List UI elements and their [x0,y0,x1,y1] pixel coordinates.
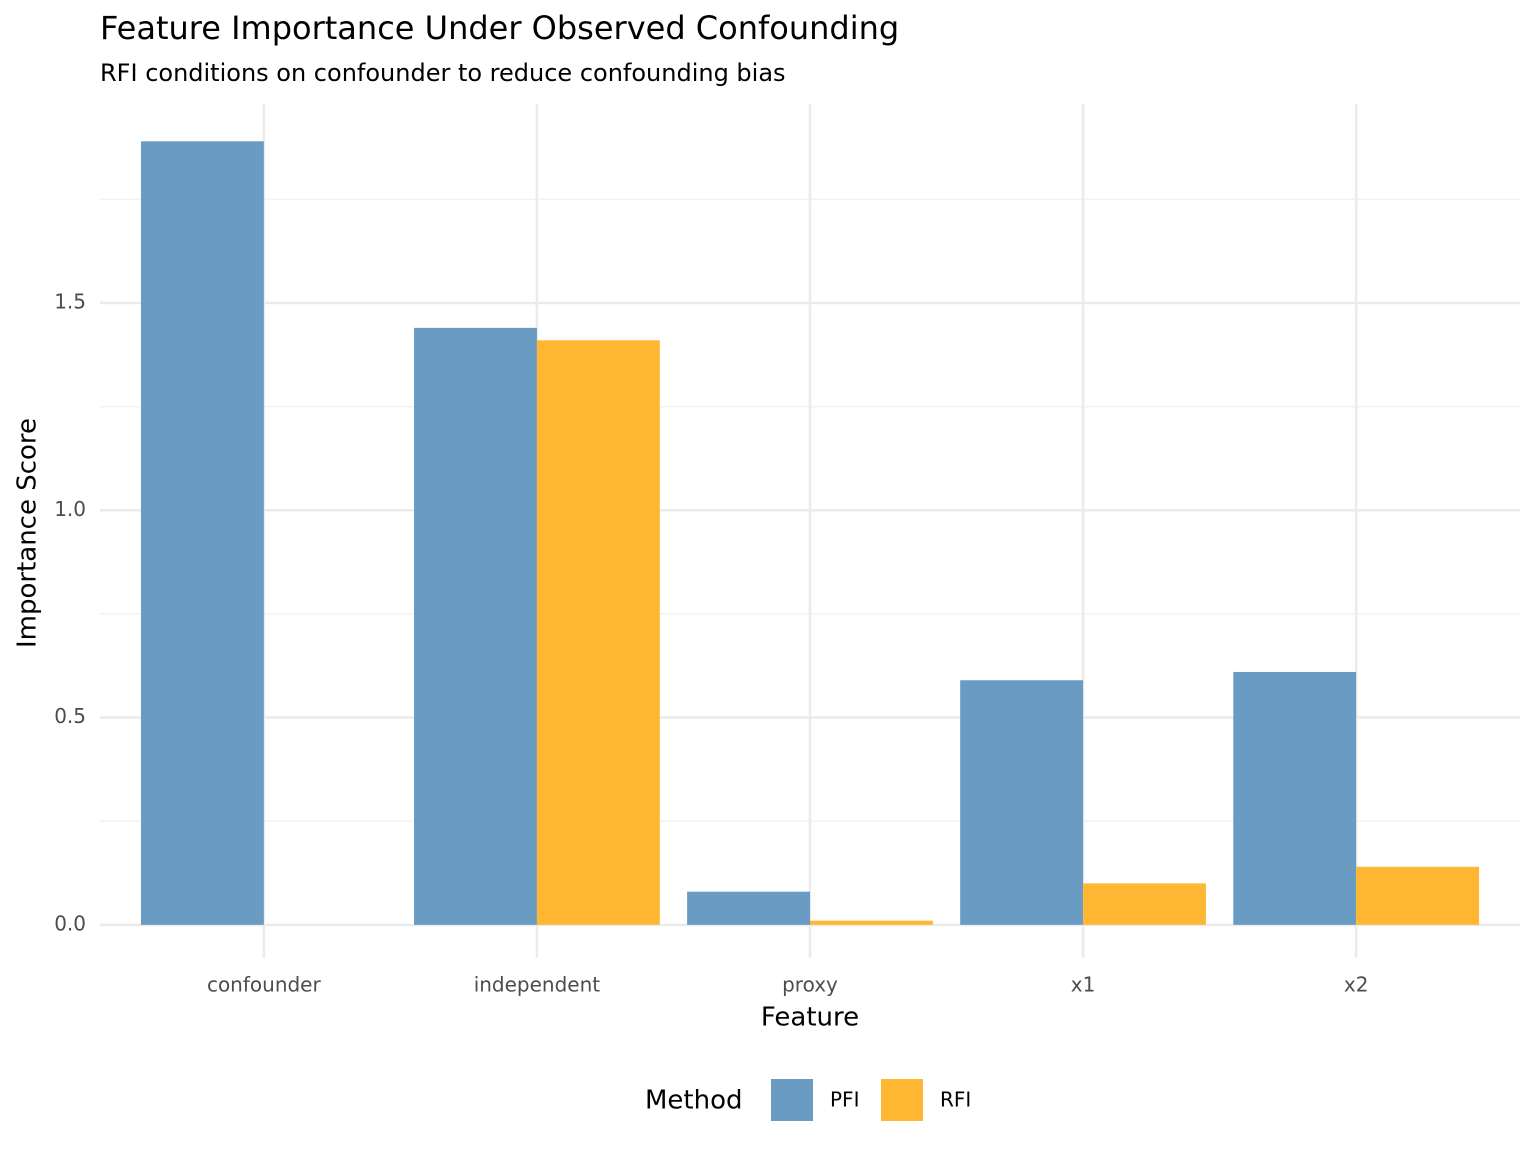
legend-title: Method [645,1086,743,1116]
bar [1233,671,1357,925]
y-tick-label: 1.0 [54,497,86,521]
bar [140,141,264,925]
bar [414,327,537,925]
y-tick-label: 1.5 [54,289,86,313]
legend-key [881,1079,923,1121]
bar [1083,883,1206,925]
x-tick-label: independent [474,973,601,997]
legend-label: PFI [830,1088,859,1112]
y-axis-title: Importance Score [13,418,43,648]
chart-subtitle: RFI conditions on confounder to reduce c… [100,59,786,87]
legend-label: RFI [940,1088,971,1112]
x-axis-title: Feature [761,1003,859,1033]
x-tick-label: x2 [1344,973,1369,997]
x-tick-label: confounder [207,973,322,997]
bar [810,920,933,925]
x-tick-label: x1 [1071,973,1096,997]
bar [536,340,660,925]
legend-key [771,1079,813,1121]
y-tick-label: 0.5 [54,704,86,728]
bar [1356,866,1480,925]
bar [960,680,1084,925]
bar [687,891,810,925]
y-tick-label: 0.0 [54,911,86,935]
chart-title: Feature Importance Under Observed Confou… [100,9,899,47]
x-tick-label: proxy [782,973,838,997]
